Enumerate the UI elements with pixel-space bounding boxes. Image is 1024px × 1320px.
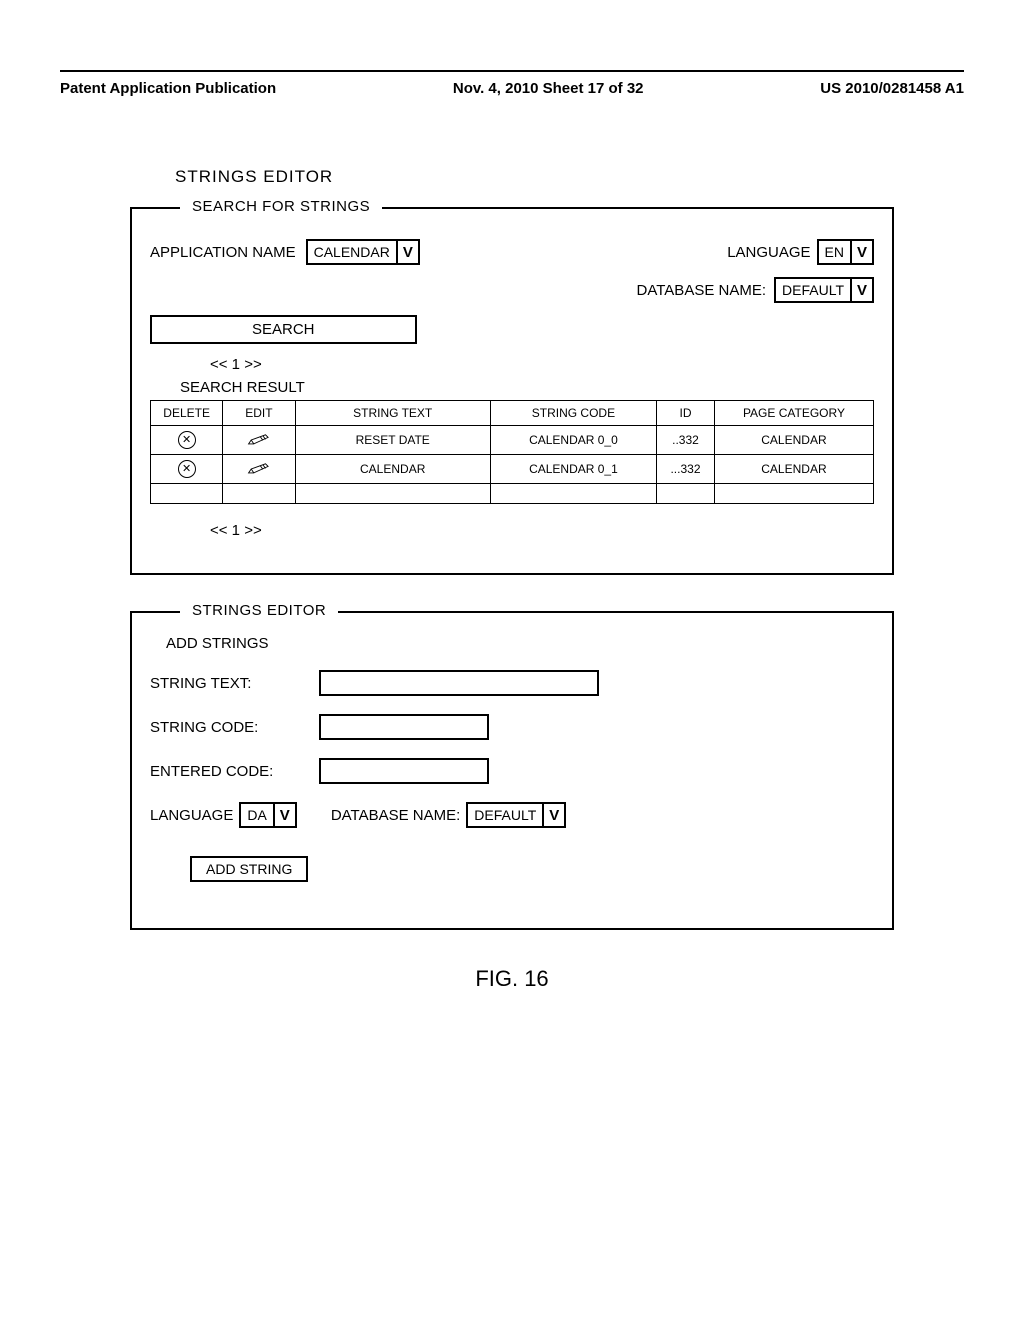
editor-db-value: DEFAULT bbox=[468, 807, 542, 823]
language-label: LANGUAGE bbox=[727, 244, 810, 261]
chevron-down-icon: V bbox=[273, 804, 295, 826]
cell-page-category: CALENDAR bbox=[714, 426, 873, 455]
editor-language-value: DA bbox=[241, 807, 272, 823]
language-value: EN bbox=[819, 244, 850, 260]
entered-code-label: ENTERED CODE: bbox=[150, 763, 305, 780]
col-string-code: STRING CODE bbox=[490, 401, 656, 426]
page-title: STRINGS EDITOR bbox=[175, 167, 894, 187]
database-name-label: DATABASE NAME: bbox=[637, 282, 766, 299]
delete-icon[interactable]: ✕ bbox=[178, 431, 196, 449]
col-id: ID bbox=[657, 401, 715, 426]
string-text-label: STRING TEXT: bbox=[150, 675, 305, 692]
cell-string-text: RESET DATE bbox=[295, 426, 490, 455]
table-row: ✕CALENDARCALENDAR 0_1...332CALENDAR bbox=[151, 455, 874, 484]
chevron-down-icon: V bbox=[850, 241, 872, 263]
table-row-empty bbox=[151, 484, 874, 504]
database-name-value: DEFAULT bbox=[776, 282, 850, 298]
edit-icon[interactable] bbox=[223, 426, 295, 455]
results-table: DELETE EDIT STRING TEXT STRING CODE ID P… bbox=[150, 400, 874, 504]
col-string-text: STRING TEXT bbox=[295, 401, 490, 426]
edit-icon[interactable] bbox=[223, 455, 295, 484]
editor-language-label: LANGUAGE bbox=[150, 807, 233, 824]
search-for-strings-panel: SEARCH FOR STRINGS APPLICATION NAME CALE… bbox=[130, 207, 894, 575]
application-name-dropdown[interactable]: CALENDAR V bbox=[306, 239, 420, 265]
language-dropdown[interactable]: EN V bbox=[817, 239, 874, 265]
application-name-label: APPLICATION NAME bbox=[150, 244, 296, 261]
page-header: Patent Application Publication Nov. 4, 2… bbox=[60, 80, 964, 97]
cell-string-code: CALENDAR 0_0 bbox=[490, 426, 656, 455]
pager-top[interactable]: << 1 >> bbox=[210, 356, 874, 373]
cell-string-text: CALENDAR bbox=[295, 455, 490, 484]
pager-bottom[interactable]: << 1 >> bbox=[210, 522, 874, 539]
cell-id: ...332 bbox=[657, 455, 715, 484]
header-left: Patent Application Publication bbox=[60, 80, 276, 97]
editor-legend: STRINGS EDITOR bbox=[180, 602, 338, 619]
strings-editor-panel: STRINGS EDITOR ADD STRINGS STRING TEXT: … bbox=[130, 611, 894, 930]
editor-db-dropdown[interactable]: DEFAULT V bbox=[466, 802, 566, 828]
add-string-button[interactable]: ADD STRING bbox=[190, 856, 308, 882]
cell-id: ..332 bbox=[657, 426, 715, 455]
chevron-down-icon: V bbox=[396, 241, 418, 263]
application-name-value: CALENDAR bbox=[308, 244, 396, 260]
col-edit: EDIT bbox=[223, 401, 295, 426]
table-row: ✕ RESET DATECALENDAR 0_0..332CALENDAR bbox=[151, 426, 874, 455]
chevron-down-icon: V bbox=[850, 279, 872, 301]
figure-label: FIG. 16 bbox=[130, 966, 894, 992]
cell-string-code: CALENDAR 0_1 bbox=[490, 455, 656, 484]
header-center: Nov. 4, 2010 Sheet 17 of 32 bbox=[453, 80, 644, 97]
delete-icon[interactable]: ✕ bbox=[178, 460, 196, 478]
database-name-dropdown[interactable]: DEFAULT V bbox=[774, 277, 874, 303]
col-page-category: PAGE CATEGORY bbox=[714, 401, 873, 426]
editor-db-label: DATABASE NAME: bbox=[331, 807, 460, 824]
search-button[interactable]: SEARCH bbox=[150, 315, 417, 344]
cell-page-category: CALENDAR bbox=[714, 455, 873, 484]
col-delete: DELETE bbox=[151, 401, 223, 426]
search-legend: SEARCH FOR STRINGS bbox=[180, 198, 382, 215]
search-result-heading: SEARCH RESULT bbox=[180, 379, 874, 396]
string-code-label: STRING CODE: bbox=[150, 719, 305, 736]
entered-code-input[interactable] bbox=[319, 758, 489, 784]
add-strings-heading: ADD STRINGS bbox=[166, 635, 874, 652]
chevron-down-icon: V bbox=[542, 804, 564, 826]
string-code-input[interactable] bbox=[319, 714, 489, 740]
string-text-input[interactable] bbox=[319, 670, 599, 696]
editor-language-dropdown[interactable]: DA V bbox=[239, 802, 296, 828]
header-right: US 2010/0281458 A1 bbox=[820, 80, 964, 97]
